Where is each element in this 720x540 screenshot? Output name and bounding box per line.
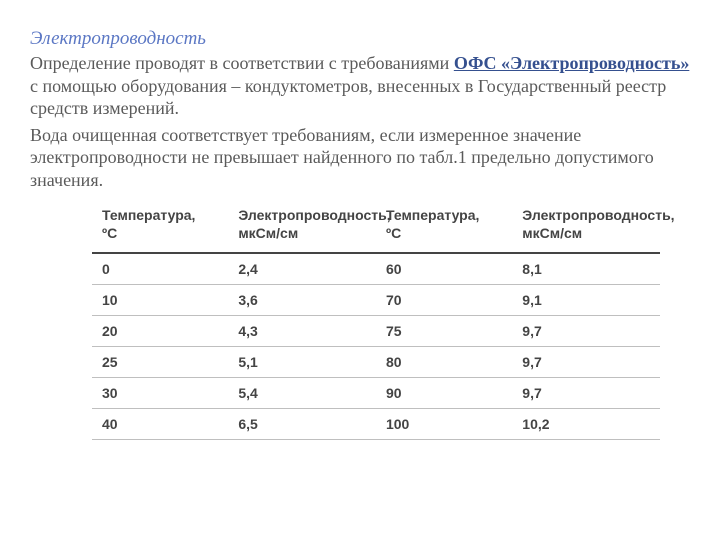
- table-row: 305,4909,7: [92, 378, 660, 409]
- table-cell: 2,4: [228, 253, 376, 285]
- table-cell: 9,7: [512, 378, 660, 409]
- header-cond-2: Электропроводность,мкСм/см: [512, 197, 660, 253]
- table-cell: 80: [376, 347, 512, 378]
- table-row: 204,3759,7: [92, 316, 660, 347]
- table-cell: 25: [92, 347, 228, 378]
- table-cell: 8,1: [512, 253, 660, 285]
- table-cell: 60: [376, 253, 512, 285]
- table-cell: 9,1: [512, 285, 660, 316]
- header-cond-1: Электропроводность,мкСм/см: [228, 197, 376, 253]
- conductivity-table-wrap: Температура,ºС Электропроводность,мкСм/с…: [92, 197, 660, 440]
- table-row: 103,6709,1: [92, 285, 660, 316]
- table-cell: 10,2: [512, 409, 660, 440]
- table-cell: 6,5: [228, 409, 376, 440]
- header-temp-2: Температура,ºС: [376, 197, 512, 253]
- table-cell: 10: [92, 285, 228, 316]
- table-cell: 90: [376, 378, 512, 409]
- table-cell: 9,7: [512, 347, 660, 378]
- table-cell: 4,3: [228, 316, 376, 347]
- paragraph-1-text-a: Определение проводят в соответствии с тр…: [30, 53, 454, 73]
- table-cell: 3,6: [228, 285, 376, 316]
- table-cell: 100: [376, 409, 512, 440]
- table-cell: 70: [376, 285, 512, 316]
- document-page: Электропроводность Определение проводят …: [0, 0, 720, 440]
- table-cell: 20: [92, 316, 228, 347]
- paragraph-1-text-b: с помощью оборудования – кондуктометров,…: [30, 76, 666, 119]
- table-cell: 5,4: [228, 378, 376, 409]
- header-temp-1: Температура,ºС: [92, 197, 228, 253]
- table-cell: 5,1: [228, 347, 376, 378]
- table-body: 02,4608,1103,6709,1204,3759,7255,1809,73…: [92, 253, 660, 440]
- table-row: 02,4608,1: [92, 253, 660, 285]
- table-cell: 40: [92, 409, 228, 440]
- table-cell: 9,7: [512, 316, 660, 347]
- paragraph-2: Вода очищенная соответствует требованиям…: [30, 124, 690, 192]
- table-row: 406,510010,2: [92, 409, 660, 440]
- ofc-link[interactable]: ОФС «Электропроводность»: [454, 53, 690, 73]
- conductivity-table: Температура,ºС Электропроводность,мкСм/с…: [92, 197, 660, 440]
- paragraph-1: Определение проводят в соответствии с тр…: [30, 52, 690, 120]
- section-heading: Электропроводность: [30, 28, 690, 50]
- table-header-row: Температура,ºС Электропроводность,мкСм/с…: [92, 197, 660, 253]
- table-cell: 75: [376, 316, 512, 347]
- table-cell: 30: [92, 378, 228, 409]
- table-cell: 0: [92, 253, 228, 285]
- table-row: 255,1809,7: [92, 347, 660, 378]
